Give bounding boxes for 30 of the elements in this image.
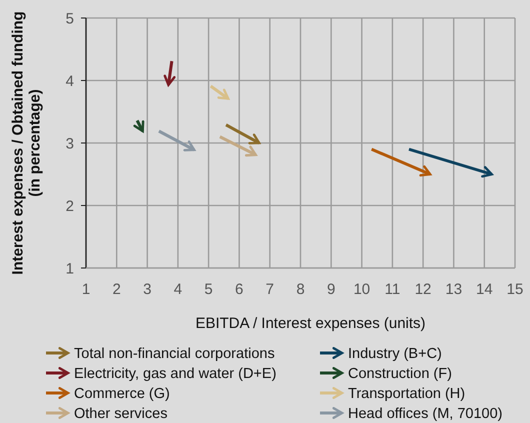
legend-label: Electricity, gas and water (D+E) — [74, 366, 276, 382]
x-tick-label: 5 — [204, 281, 213, 298]
y-tick-label: 3 — [66, 135, 74, 152]
y-tick-label: 4 — [66, 72, 74, 90]
y-tick-label: 1 — [66, 260, 74, 278]
y-tick-label: 5 — [66, 10, 74, 28]
x-tick-label: 9 — [326, 281, 336, 298]
legend-label: Commerce (G) — [74, 386, 170, 402]
x-tick-label: 13 — [445, 281, 462, 298]
x-tick-label: 2 — [112, 281, 121, 298]
legend-label: Other services — [74, 406, 168, 422]
legend-label: Head offices (M, 70100) — [348, 406, 502, 422]
x-tick-label: 15 — [506, 281, 524, 298]
legend-label: Transportation (H) — [348, 386, 466, 402]
legend-label: Total non-financial corporations — [74, 346, 275, 362]
x-tick-label: 10 — [353, 281, 370, 298]
x-tick-label: 4 — [174, 281, 182, 298]
y-axis-title: Interest expenses / Obtained funding (in percentage) — [10, 11, 44, 275]
x-tick-label: 7 — [266, 281, 274, 298]
y-tick-label: 2 — [66, 198, 74, 215]
x-axis-title: EBITDA / Interest expenses (units) — [195, 315, 426, 332]
x-tick-label: 3 — [143, 281, 152, 298]
x-tick-label: 1 — [82, 281, 90, 298]
x-tick-label: 8 — [296, 281, 305, 298]
x-tick-label: 14 — [476, 281, 493, 298]
x-tick-label: 6 — [235, 281, 244, 298]
legend-label: Industry (B+C) — [348, 346, 442, 362]
x-tick-label: 11 — [384, 281, 400, 298]
legend-label: Construction (F) — [348, 366, 452, 382]
x-tick-label: 12 — [414, 281, 432, 298]
